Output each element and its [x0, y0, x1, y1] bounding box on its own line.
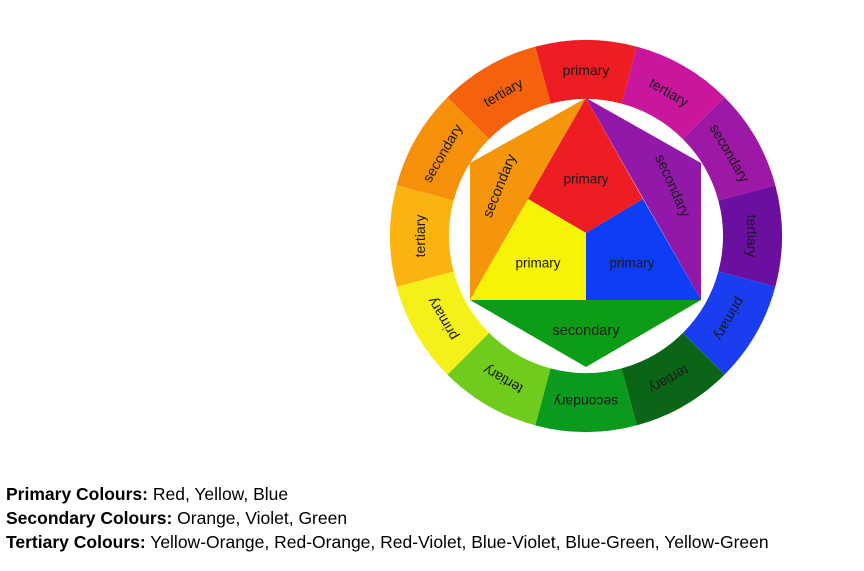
ring-segment	[682, 271, 776, 375]
ring-segment-label: tertiary	[744, 215, 760, 258]
legend-tertiary: Tertiary Colours: Yellow-Orange, Red-Ora…	[6, 530, 769, 554]
legend-secondary-term: Secondary Colours:	[6, 508, 173, 528]
inner-label-left: primary	[515, 256, 560, 271]
legend-tertiary-term: Tertiary Colours:	[6, 532, 146, 552]
ring-segment	[396, 271, 490, 375]
inner-label-bottom: secondary	[553, 323, 621, 339]
ring-segment	[396, 97, 490, 201]
inner-bottom-triangle	[470, 300, 701, 367]
legend-primary-term: Primary Colours:	[6, 484, 148, 504]
inner-label-right: primary	[609, 256, 654, 271]
outer-ring: primarytertiarysecondarytertiaryprimaryt…	[389, 40, 782, 432]
inner-label-top: primary	[563, 172, 608, 187]
ring-segment	[535, 368, 637, 432]
legend-secondary: Secondary Colours: Orange, Violet, Green	[6, 506, 769, 530]
ring-segment	[535, 40, 637, 104]
ring-segment-label: primary	[563, 62, 610, 78]
inner-right-piece	[586, 199, 701, 300]
legend-primary-items: Red, Yellow, Blue	[152, 484, 289, 504]
inner-upper-right-triangle	[586, 98, 701, 300]
ring-segment	[621, 332, 725, 426]
ring-segment-label: tertiary	[412, 215, 428, 258]
ring-segment	[389, 185, 454, 287]
ring-segment	[447, 332, 551, 426]
legend-tertiary-items: Yellow-Orange, Red-Orange, Red-Violet, B…	[150, 532, 769, 552]
legend-secondary-items: Orange, Violet, Green	[177, 508, 348, 528]
legend: Primary Colours: Red, Yellow, Blue Secon…	[6, 482, 769, 554]
inner-left-piece	[470, 199, 586, 300]
ring-segment	[447, 46, 551, 140]
ring-segment	[621, 46, 725, 140]
legend-primary: Primary Colours: Red, Yellow, Blue	[6, 482, 769, 506]
ring-segment	[718, 185, 782, 287]
inner-top-piece	[528, 98, 643, 233]
ring-segment	[682, 97, 776, 201]
ring-segment-label: secondary	[554, 394, 619, 410]
